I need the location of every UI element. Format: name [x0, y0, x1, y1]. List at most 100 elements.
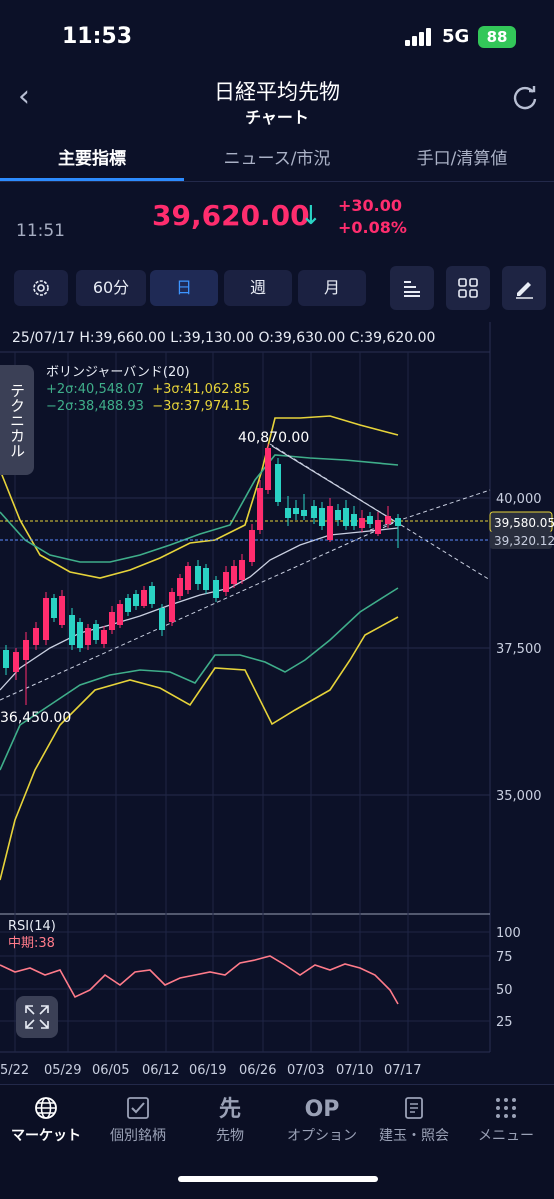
candle-body [359, 518, 365, 528]
candle-body [101, 630, 107, 644]
tab-major-indices[interactable]: 主要指標 [58, 149, 126, 169]
interval-week-button[interactable]: 週 [224, 270, 292, 306]
page-title: 日経平均先物 [214, 80, 340, 104]
candle-body [301, 510, 307, 516]
x-tick-label: 06/05 [92, 1063, 129, 1078]
settings-button[interactable] [14, 270, 68, 306]
candle-body [223, 572, 229, 592]
refresh-icon[interactable] [510, 82, 540, 112]
fullscreen-button[interactable] [16, 996, 58, 1038]
rsi-tick-label: 75 [496, 950, 513, 965]
interval-60min-button[interactable]: 60分 [76, 270, 146, 306]
x-tick-label: 5/22 [0, 1063, 29, 1078]
y-tick-label: 37,500 [496, 642, 542, 657]
nav-stocks-label: 個別銘柄 [110, 1128, 166, 1144]
candle-body [311, 506, 317, 518]
candle-body [319, 508, 325, 526]
candle-body [293, 508, 299, 514]
price-label-lower: 39,320.12 [494, 534, 554, 548]
interval-day-button[interactable]: 日 [150, 270, 218, 306]
bollinger-legend: ボリンジャーバンド(20) +2σ:40,548.07 +3σ:41,062.8… [46, 364, 250, 415]
back-chevron-icon[interactable]: ‹ [18, 79, 30, 114]
candle-body [125, 598, 131, 612]
bollinger-m3: −3σ:37,974.15 [152, 399, 251, 414]
pencil-icon [516, 282, 533, 299]
tab-news-market[interactable]: ニュース/市況 [223, 149, 331, 169]
y-tick-label: 35,000 [496, 789, 542, 804]
nav-menu-label: メニュー [478, 1128, 534, 1144]
candle-body [33, 628, 39, 645]
rsi-tick-label: 50 [496, 983, 513, 998]
trendline-channel [271, 445, 397, 523]
x-tick-label: 07/10 [336, 1063, 373, 1078]
quote-change-value: +30.00 [338, 196, 403, 215]
candle-body [265, 448, 271, 490]
quote-price: 39,620.00 [152, 199, 310, 232]
battery-icon: 88 [478, 26, 516, 48]
nav-options[interactable]: OP オプション [276, 1095, 368, 1145]
candle-body [375, 520, 381, 534]
nav-futures[interactable]: 先 先物 [184, 1095, 276, 1145]
candle-body [213, 580, 219, 598]
ohlc-readout: 25/07/17 H:39,660.00 L:39,130.00 O:39,63… [12, 330, 436, 346]
expand-icon [25, 1005, 49, 1029]
candle-body [185, 566, 191, 590]
candle-body [169, 592, 175, 622]
candle-body [327, 506, 333, 540]
candle-body [177, 578, 183, 596]
op-icon: OP [304, 1097, 340, 1122]
bollinger-p3: +3σ:41,062.85 [152, 382, 251, 397]
candle-body [335, 510, 341, 520]
draw-button[interactable] [502, 266, 546, 310]
grid-dots-icon [460, 1095, 552, 1125]
candle-body [395, 518, 401, 526]
trendline-support [0, 519, 401, 701]
candle-body [141, 590, 147, 606]
gear-icon [33, 280, 49, 296]
bollinger-m2: −2σ:38,488.93 [46, 399, 144, 414]
tab-indicator [0, 178, 184, 181]
nav-stocks[interactable]: 個別銘柄 [92, 1095, 184, 1145]
quote-row: 11:51 39,620.00 ↓ +30.00 +0.08% [0, 183, 554, 255]
tab-trading-settlement[interactable]: 手口/清算値 [416, 149, 508, 169]
nav-positions[interactable]: 建玉・照会 [368, 1095, 460, 1145]
candle-body [93, 624, 99, 640]
technical-drawer-tab[interactable]: テクニカル [0, 365, 34, 475]
rsi-tick-label: 100 [496, 926, 521, 941]
bollinger-p2: +2σ:40,548.07 [46, 382, 144, 397]
candle-body [51, 598, 57, 618]
candle-body [149, 586, 155, 604]
interval-month-button[interactable]: 月 [298, 270, 366, 306]
candle-body [195, 566, 201, 584]
network-label: 5G [442, 26, 470, 47]
bollinger-lower-3 [0, 616, 399, 881]
candle-body [203, 568, 209, 590]
candle-body [3, 650, 9, 668]
candle-body [109, 612, 115, 630]
candle-body [367, 516, 373, 524]
candle-body [257, 488, 263, 530]
check-icon [92, 1095, 184, 1125]
price-chart[interactable]: 40,000 37,500 35,000 5/22 05/29 06/05 06/12 06/… [0, 322, 554, 1082]
candle-body [69, 615, 75, 645]
candle-body [343, 508, 349, 526]
rsi-title: RSI(14) [8, 919, 56, 934]
home-indicator [178, 1176, 378, 1182]
candle-body [13, 652, 19, 672]
rsi-mid-label: 中期:38 [8, 936, 55, 951]
indicator-list-button[interactable] [390, 266, 434, 310]
x-tick-label: 06/12 [142, 1063, 179, 1078]
x-tick-label: 07/17 [384, 1063, 421, 1078]
candle-body [231, 566, 237, 584]
quote-change: +30.00 +0.08% [338, 195, 407, 239]
nav-market[interactable]: マーケット [0, 1095, 92, 1145]
candle-body [43, 598, 49, 640]
grid-icon [458, 278, 478, 298]
bollinger-lower-2 [0, 587, 399, 771]
candle-body [23, 640, 29, 660]
nav-menu[interactable]: メニュー [460, 1095, 552, 1145]
layout-grid-button[interactable] [446, 266, 490, 310]
nav-futures-label: 先物 [216, 1128, 244, 1144]
nav-options-label: オプション [287, 1128, 357, 1144]
tab-bar: 主要指標 ニュース/市況 手口/清算値 [0, 132, 554, 182]
